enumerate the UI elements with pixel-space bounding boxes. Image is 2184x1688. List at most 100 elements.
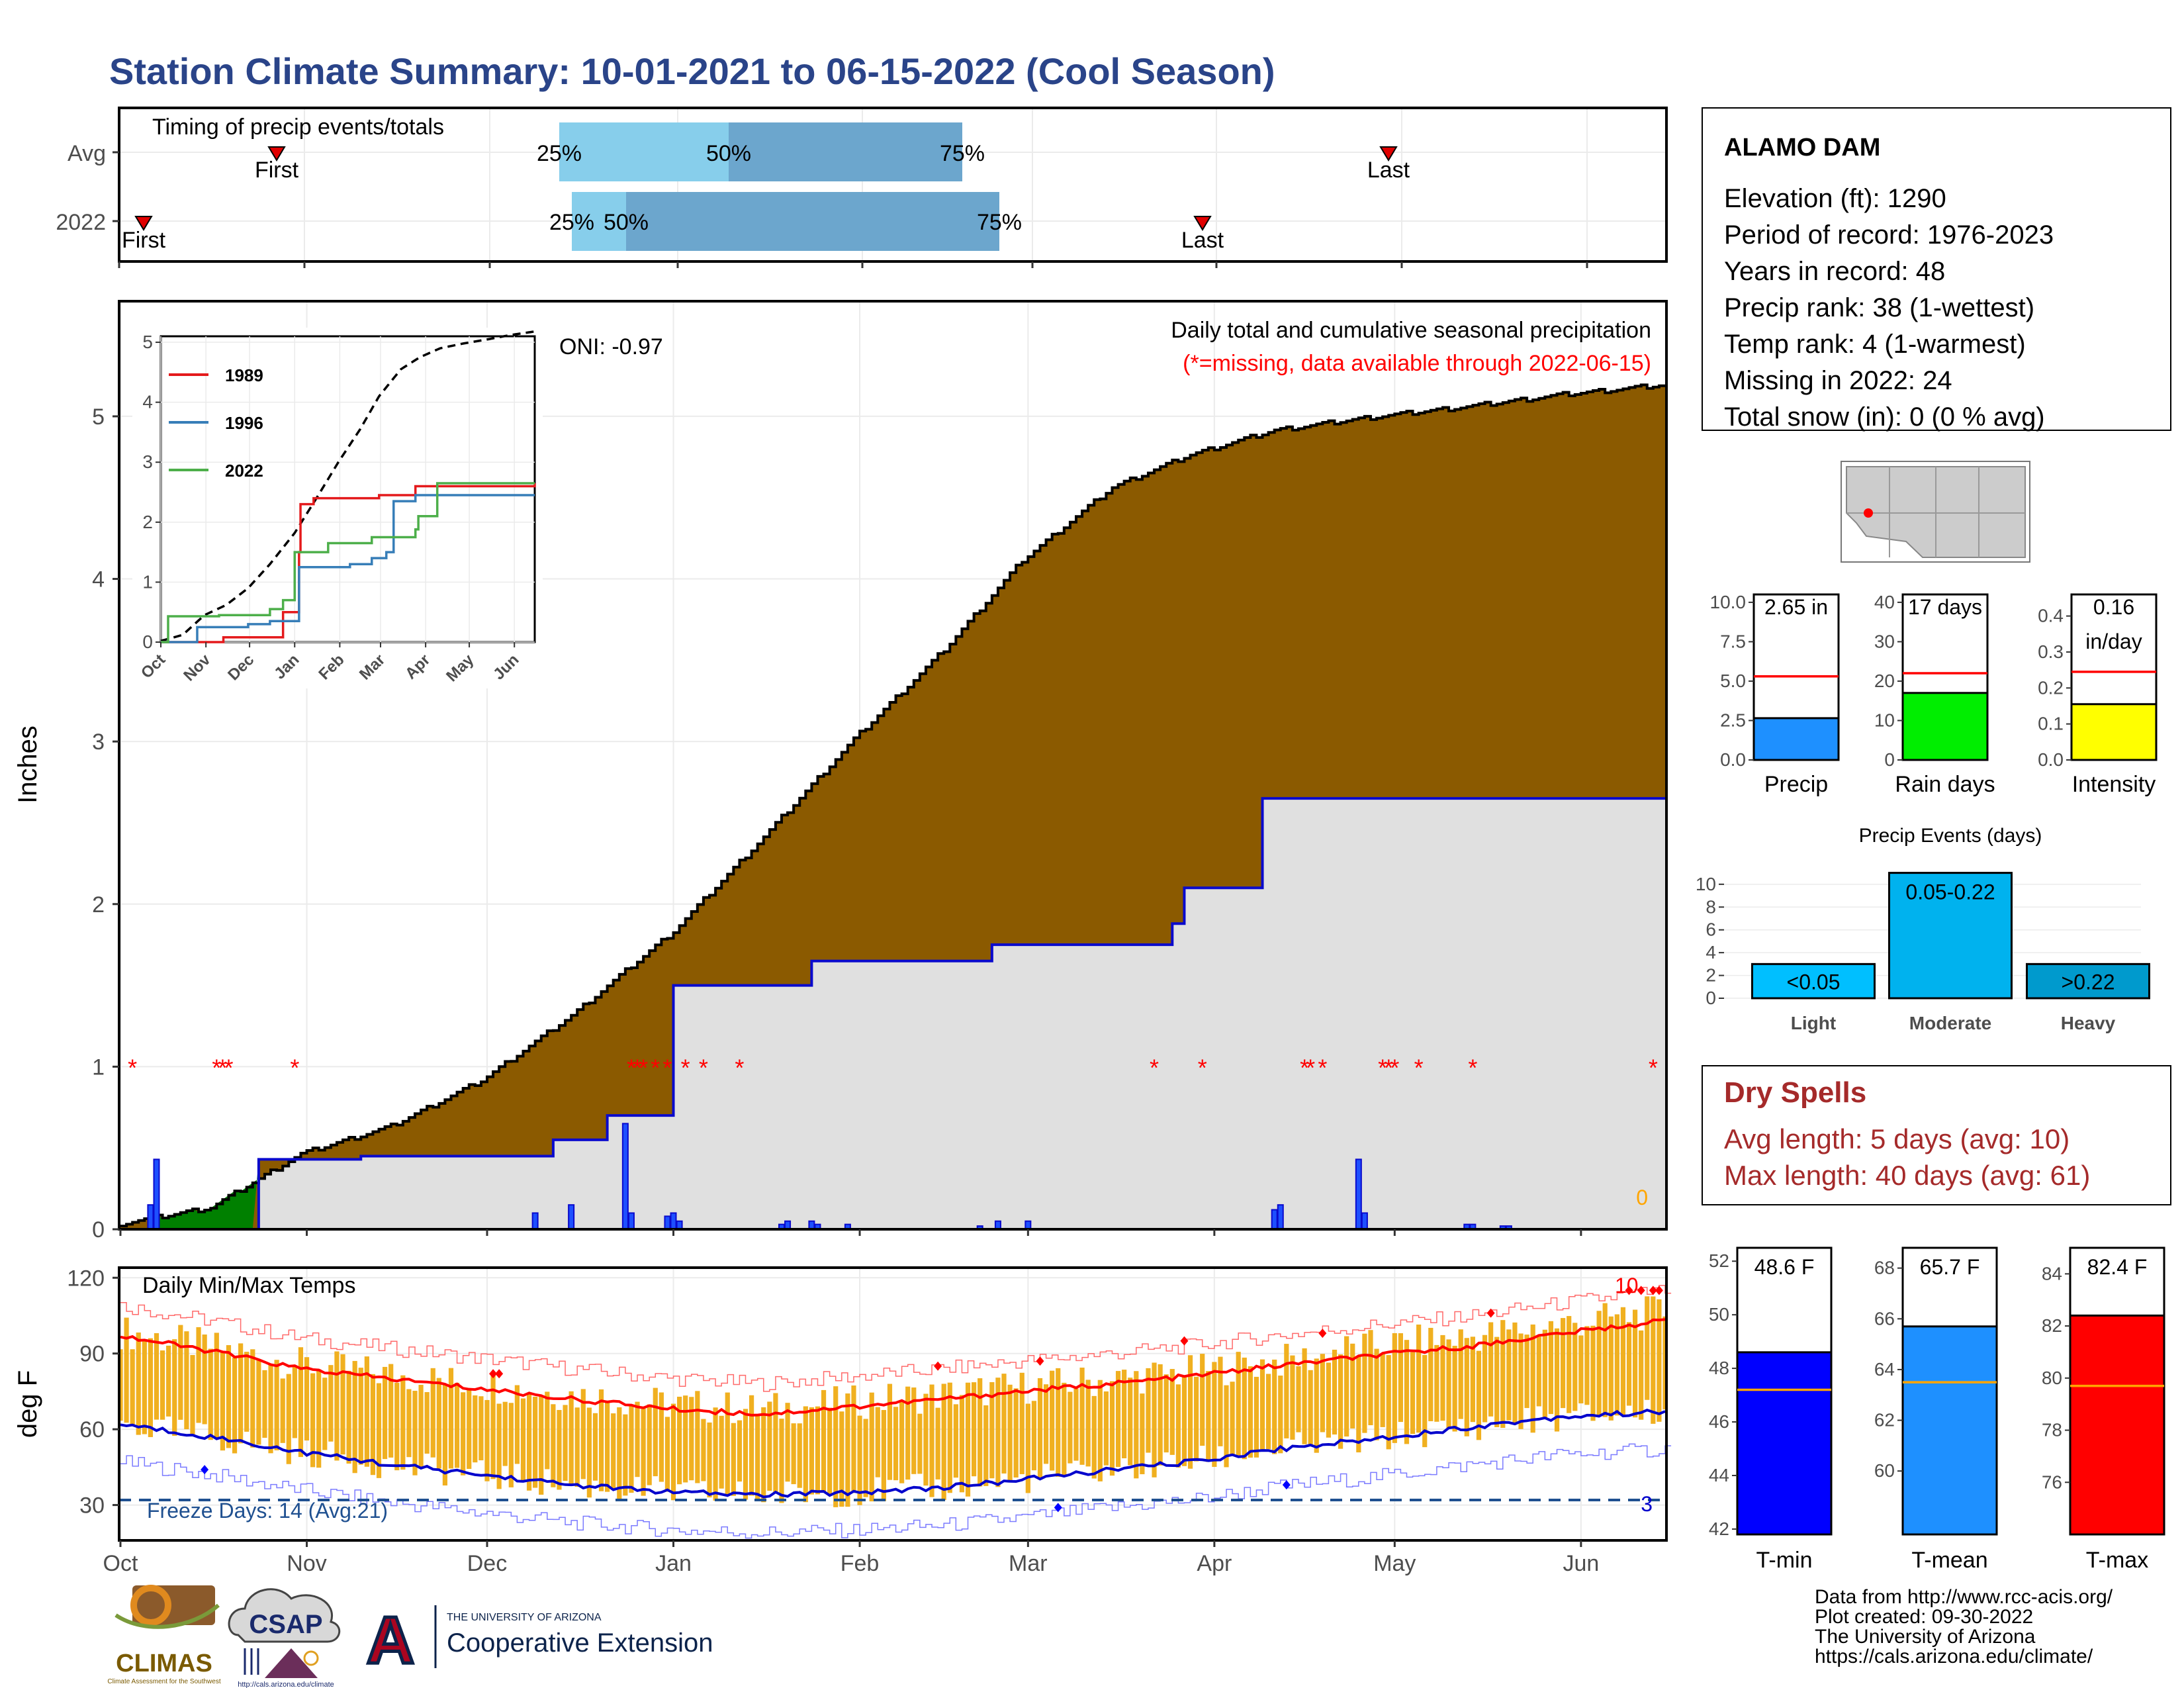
daily-temp-bar (1440, 1335, 1445, 1421)
event-bar-range: <0.05 (1787, 970, 1841, 994)
avg-first-marker (267, 146, 286, 162)
daily-temp-bar (629, 1405, 634, 1493)
avg-last-label: Last (1367, 158, 1410, 183)
daily-temp-bar (202, 1334, 207, 1425)
daily-temp-bar (773, 1393, 778, 1493)
mini-bar-ytick-label: 30 (1874, 631, 1895, 651)
timing-title: Timing of precip events/totals (152, 115, 444, 140)
current-last-label: Last (1181, 228, 1224, 253)
temp-ytick-label: 120 (67, 1266, 105, 1291)
daily-temp-bar (1530, 1324, 1535, 1433)
daily-temp-bar (1272, 1359, 1277, 1454)
daily-temp-bar (1561, 1318, 1566, 1409)
csap-logo: CSAP http://cals.arizona.edu/climate (228, 1588, 341, 1688)
missing-day-marker: * (1378, 1054, 1387, 1081)
logos: CLIMAS Climate Assessment for the Southw… (107, 1585, 713, 1688)
mini-bar-ytick-label: 10.0 (1710, 592, 1747, 612)
daily-temp-bar (1428, 1327, 1433, 1421)
daily-temp-bar (1007, 1384, 1013, 1481)
temp-bar-ytick-label: 48 (1709, 1358, 1729, 1378)
events-ytick-label: 10 (1696, 874, 1716, 894)
daily-temp-bar (635, 1401, 640, 1477)
daily-temp-bar (653, 1387, 658, 1477)
record-high-marker (934, 1361, 942, 1371)
missing-day-marker: * (627, 1054, 636, 1081)
precip-x-ticks (119, 1229, 1582, 1236)
mini-bar-precip: 2.65 in 0.0 2.5 5.0 7.5 10.0 Precip (1710, 592, 1840, 797)
daily-temp-bar (412, 1391, 418, 1476)
event-bar-light (1751, 962, 1876, 1000)
record-low-count: 3 (1641, 1492, 1653, 1516)
inset-line-1996 (161, 494, 535, 643)
daily-temp-bar (1368, 1330, 1373, 1426)
precip-ytick-label: 2 (92, 892, 105, 917)
daily-temp-bar (1657, 1299, 1662, 1422)
daily-temp-bar (821, 1389, 827, 1493)
daily-temp-bar (1073, 1388, 1079, 1461)
temp-bar-value (1901, 1325, 1998, 1536)
daily-temp-bar (797, 1423, 802, 1488)
month-label: Apr (1197, 1551, 1232, 1576)
daily-temp-bar (1109, 1381, 1115, 1476)
climas-logo: CLIMAS Climate Assessment for the Southw… (107, 1585, 221, 1685)
month-label: May (1373, 1551, 1416, 1576)
daily-temp-bar (1206, 1371, 1211, 1462)
avg-timing-bar-q50-q75 (729, 122, 962, 181)
daily-temp-bar (851, 1385, 856, 1493)
daily-precip-bar (670, 1212, 677, 1231)
daily-temp-bar (972, 1382, 977, 1477)
daily-temp-bar (670, 1403, 676, 1501)
legend-label-2022: 2022 (225, 461, 263, 481)
daily-temp-bar (508, 1403, 514, 1487)
inset-ytick-label: 4 (142, 392, 153, 412)
daily-temp-bar (473, 1395, 478, 1463)
university-of-arizona-logo: A THE UNIVERSITY OF ARIZONA Cooperative … (357, 1602, 713, 1679)
daily-temp-bar (545, 1391, 550, 1470)
daily-temp-bar (1043, 1384, 1049, 1464)
daily-temp-bar (1079, 1367, 1085, 1465)
daily-temp-bar (1163, 1374, 1169, 1453)
temp-bar-ytick-label: 60 (1874, 1460, 1895, 1481)
dry-spells-frame (1702, 1065, 2171, 1205)
station-info-frame (1702, 107, 2171, 431)
daily-temp-bar (695, 1391, 700, 1483)
daily-temp-bar (1128, 1378, 1133, 1466)
station-name: ALAMO DAM (1724, 134, 1880, 162)
avg-tmax-line (120, 1318, 1666, 1417)
temp-panel-title: Daily Min/Max Temps (142, 1273, 355, 1298)
daily-temp-bar (1572, 1323, 1578, 1411)
daily-temp-bar (1025, 1403, 1030, 1493)
freeze-days-label: Freeze Days: 14 (Avg:21) (147, 1499, 388, 1523)
missing-day-marker: * (1390, 1054, 1399, 1081)
daily-precip-bar (621, 1123, 629, 1230)
daily-temp-bar (1175, 1384, 1181, 1468)
daily-temp-bar (1122, 1370, 1127, 1458)
temp-ytick-label: 30 (79, 1493, 105, 1519)
daily-temp-bar (791, 1423, 796, 1485)
daily-temp-bar (1476, 1350, 1482, 1440)
daily-temp-bar (935, 1407, 940, 1479)
record-markers (201, 1286, 1663, 1513)
event-bar-label: Moderate (1909, 1013, 1991, 1033)
event-bar-range: >0.22 (2062, 970, 2115, 994)
daily-temp-bar (965, 1382, 971, 1497)
daily-temp-bar (1019, 1372, 1024, 1474)
daily-temp-bar (190, 1354, 195, 1435)
record-low-marker (1054, 1503, 1062, 1513)
daily-temp-bar (1602, 1303, 1608, 1417)
temp-bar-value-label: 82.4 F (2087, 1255, 2148, 1279)
daily-temp-bar (1194, 1376, 1199, 1462)
missing-day-marker: * (639, 1054, 648, 1081)
daily-temp-bar (220, 1351, 225, 1451)
record-high-marker (1318, 1329, 1327, 1338)
daily-temp-bar (1620, 1307, 1626, 1417)
credits: Data from http://www.rcc-acis.org/ Plot … (1815, 1586, 2113, 1667)
daily-temp-bar (340, 1354, 345, 1455)
daily-temp-bar (496, 1403, 502, 1489)
daily-temp-bar (1001, 1374, 1007, 1474)
temp-bar-label: T-min (1756, 1548, 1813, 1573)
daily-temp-bar (142, 1340, 147, 1434)
missing-day-marker: * (218, 1054, 227, 1081)
daily-temp-bar (1590, 1325, 1596, 1421)
